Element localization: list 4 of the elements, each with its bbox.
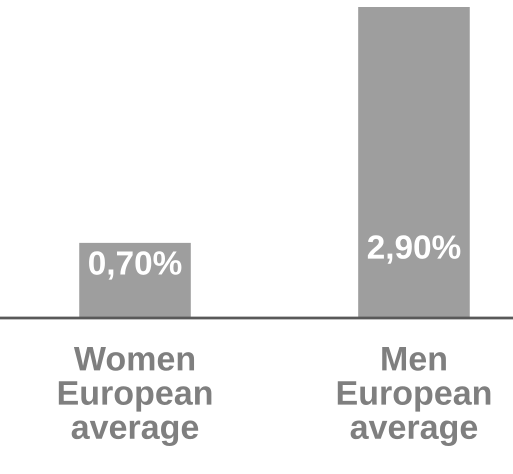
- data-label: 2,90%: [368, 235, 460, 264]
- data-label: 0,70%: [89, 251, 182, 280]
- x-tick-label: Women European average: [58, 347, 212, 446]
- x-tick-label: Men European average: [338, 347, 490, 446]
